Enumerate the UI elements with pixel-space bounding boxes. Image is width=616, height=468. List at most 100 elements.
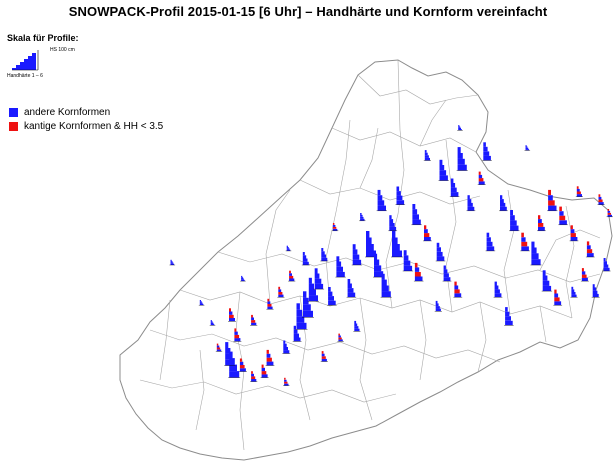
profile-layer	[170, 262, 174, 264]
profile-layer	[302, 255, 307, 259]
profile-layer	[424, 225, 427, 230]
profile-layer	[314, 278, 322, 284]
snow-profile	[388, 215, 398, 232]
profile-layer	[598, 194, 601, 197]
profile-layer	[412, 214, 419, 220]
profile-layer	[296, 316, 305, 323]
snow-profile	[265, 349, 275, 366]
profile-layer	[251, 317, 254, 321]
profile-layer	[486, 241, 493, 247]
profile-layer	[510, 215, 515, 221]
profile-layer	[571, 289, 575, 292]
profile-layer	[332, 225, 336, 227]
profile-layer	[336, 266, 343, 272]
profile-layer	[278, 292, 283, 295]
snow-profile	[380, 273, 392, 298]
profile-layer	[251, 320, 256, 323]
profile-layer	[500, 195, 503, 200]
profile-layer	[392, 237, 398, 244]
snow-profile	[466, 195, 476, 212]
legend-label: andere Kornformen	[24, 106, 111, 118]
profile-layer	[381, 285, 389, 292]
profile-layer	[289, 275, 294, 279]
profile-layer	[366, 237, 372, 244]
profile-layer	[170, 259, 172, 262]
profile-layer	[603, 258, 606, 262]
profile-layer	[424, 237, 431, 241]
profile-layer	[308, 283, 314, 290]
snow-profile	[233, 328, 242, 342]
profile-layer	[241, 278, 244, 280]
profile-layer	[586, 253, 594, 257]
profile-layer	[321, 353, 325, 357]
profile-layer	[435, 306, 440, 309]
profile-layer	[486, 237, 491, 242]
profile-layer	[321, 356, 326, 359]
snow-profile	[456, 147, 468, 171]
profile-layer	[435, 308, 441, 312]
profile-layer	[436, 251, 443, 257]
profile-layer	[377, 189, 381, 196]
snow-profile	[295, 303, 308, 330]
snow-profile	[402, 250, 414, 272]
profile-layer	[216, 347, 221, 350]
profile-layer	[261, 367, 265, 372]
snow-profile	[413, 262, 424, 282]
profile-layer	[170, 263, 175, 265]
profile-layer	[538, 215, 541, 220]
snow-profile	[209, 320, 216, 326]
profile-layer	[510, 225, 519, 231]
profile-layer	[366, 231, 370, 238]
profile-layer	[450, 178, 454, 183]
profile-layer	[467, 206, 475, 211]
profile-layer	[494, 285, 499, 290]
snow-profile	[569, 225, 579, 242]
profile-layer	[598, 202, 604, 205]
profile-layer	[542, 285, 552, 292]
profile-layer	[531, 253, 539, 260]
snow-profile	[580, 268, 589, 282]
profile-layer	[328, 287, 331, 292]
profile-layer	[229, 364, 237, 372]
scale-hh-label: Handhärte 1 – 6	[7, 73, 43, 79]
profile-layer	[199, 301, 202, 303]
profile-layer	[321, 351, 324, 354]
profile-layer	[571, 294, 577, 298]
profile-layer	[486, 232, 490, 238]
profile-layer	[286, 245, 288, 247]
profile-layer	[457, 158, 465, 165]
profile-layer	[296, 309, 303, 317]
profile-layer	[283, 350, 290, 354]
snow-profile	[504, 307, 514, 326]
profile-layer	[505, 307, 508, 312]
profile-layer	[286, 248, 290, 250]
profile-layer	[336, 256, 340, 262]
profile-layer	[354, 326, 359, 329]
profile-layer	[314, 268, 318, 274]
profile-layer	[266, 361, 274, 366]
snow-profile	[499, 195, 508, 212]
profile-layer	[454, 281, 457, 286]
profile-layer	[239, 368, 246, 372]
profile-layer	[229, 308, 231, 312]
profile-layer	[467, 195, 470, 200]
profile-layer	[494, 281, 497, 286]
snow-profile	[320, 351, 328, 362]
profile-layer	[293, 333, 299, 338]
profile-layer	[436, 242, 440, 248]
profile-layer	[377, 200, 385, 206]
snow-profile	[198, 300, 205, 306]
snow-profile	[423, 150, 431, 161]
profile-layer	[314, 273, 320, 279]
profile-layer	[500, 206, 507, 211]
profile-layer	[458, 129, 462, 131]
profile-layer	[592, 284, 595, 288]
profile-layer	[439, 170, 447, 176]
profile-layer	[360, 216, 364, 219]
profile-layer	[559, 206, 562, 212]
profile-layer	[592, 290, 598, 294]
profile-layer	[199, 303, 204, 306]
profile-layer	[396, 195, 403, 201]
profile-layer	[225, 342, 229, 348]
profile-layer	[548, 200, 555, 206]
